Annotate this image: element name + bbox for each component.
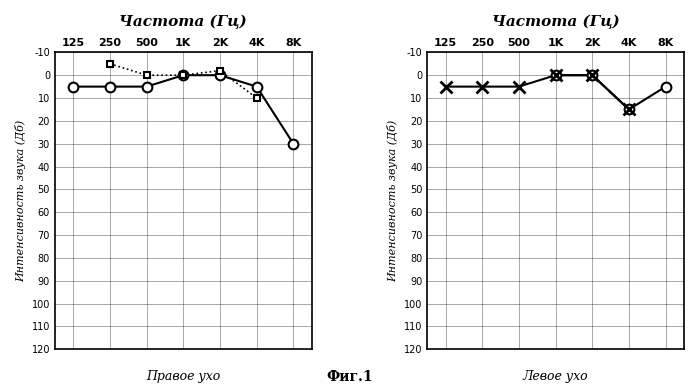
Text: Фиг.1: Фиг.1 [326, 370, 373, 384]
Text: Правое ухо: Правое ухо [146, 370, 220, 383]
Text: Левое ухо: Левое ухо [523, 370, 589, 383]
Y-axis label: Интенсивность звука (Дб): Интенсивность звука (Дб) [387, 120, 398, 282]
Y-axis label: Интенсивность звука (Дб): Интенсивность звука (Дб) [15, 120, 26, 282]
Title: Частота (Гц): Частота (Гц) [491, 15, 619, 29]
Title: Частота (Гц): Частота (Гц) [120, 15, 247, 29]
